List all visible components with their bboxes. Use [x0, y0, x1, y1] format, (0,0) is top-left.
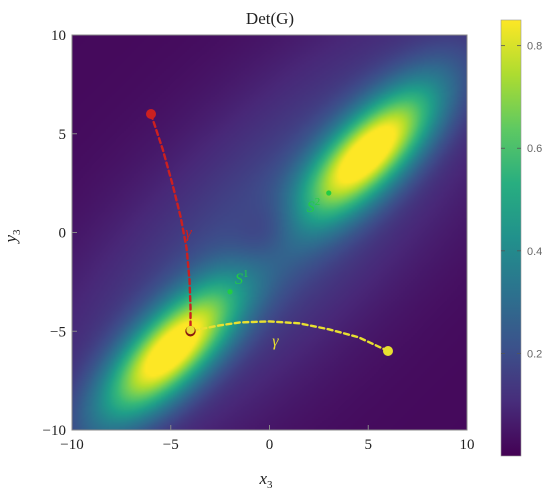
point-s1-marker — [227, 289, 233, 295]
heatmap-field — [72, 35, 467, 430]
colorbar-tick-label: 0.8 — [527, 41, 542, 53]
chart-title: Det(G) — [246, 9, 294, 28]
curve-1-path — [149, 112, 192, 333]
point-label-superscript: 1 — [243, 268, 249, 280]
colorbar-tick-label: 0.4 — [527, 246, 542, 258]
y-tick-label: 10 — [51, 28, 66, 44]
point-label-main: S — [235, 271, 243, 288]
point-s1-label: S1 — [235, 268, 249, 288]
heatmap-image — [72, 35, 467, 430]
x-tick-label: 0 — [266, 437, 274, 453]
colorbar-gradient — [500, 19, 522, 457]
point-s2-label: S2 — [307, 196, 321, 216]
curve-0-path — [189, 320, 390, 353]
point-label-main: S — [307, 199, 315, 216]
point-s2-marker — [326, 190, 332, 196]
y-axis-label-main: y — [1, 235, 20, 245]
curve-0-label: γ — [272, 333, 279, 350]
colorbar-tick-label: 0.6 — [527, 143, 542, 155]
x-tick-label: −5 — [163, 437, 179, 453]
y-tick-label: 0 — [59, 226, 67, 242]
x-tick-label: −10 — [60, 437, 83, 453]
x-tick-label: 5 — [365, 437, 373, 453]
x-axis-label: x3 — [258, 469, 273, 491]
curves-layer: γγ — [149, 112, 390, 353]
y-tick-label: 5 — [59, 127, 67, 143]
curve-1-start-marker — [146, 109, 156, 119]
curve-1-label: γ — [185, 225, 192, 242]
y-tick-label: −5 — [50, 324, 66, 340]
point-label-superscript: 2 — [315, 196, 321, 208]
y-tick-label: −10 — [43, 423, 66, 439]
x-axis-label-sub: 3 — [267, 479, 273, 491]
x-axis-label-main: x — [258, 469, 267, 488]
y-axis-label: y3 — [1, 229, 23, 245]
x-tick-label: 10 — [460, 437, 475, 453]
curve-0-start-marker — [383, 346, 393, 356]
y-axis-ticks: −10 −5 0 5 10 — [43, 28, 77, 439]
colorbar-ticks: 0.2 0.4 0.6 0.8 — [501, 41, 542, 360]
colorbar: 0.2 0.4 0.6 0.8 — [500, 19, 542, 457]
colorbar-tick-label: 0.2 — [527, 348, 542, 360]
x-axis-ticks: −10 −5 0 5 10 — [60, 425, 475, 453]
y-axis-label-sub: 3 — [11, 229, 23, 235]
shared-end-marker-highlight — [186, 325, 195, 335]
